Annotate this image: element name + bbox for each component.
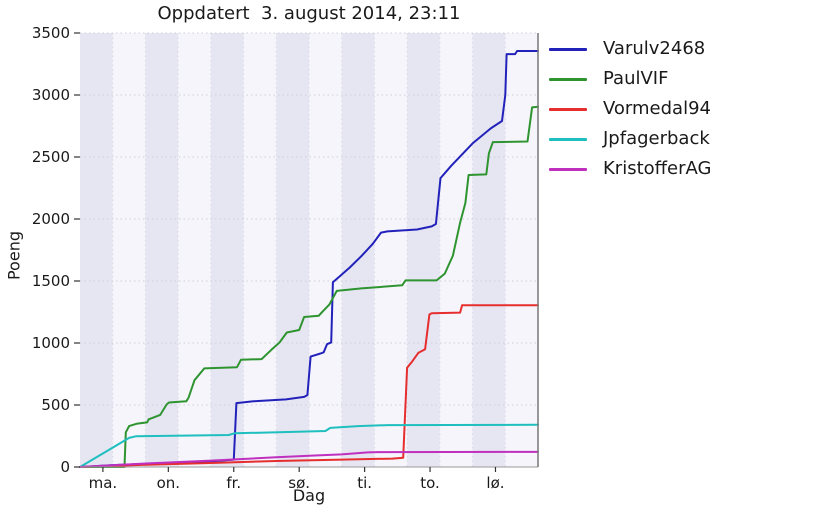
legend: Varulv2468 PaulVIF Vormedal94 Jpfagerbac… — [549, 34, 711, 184]
day-band — [145, 33, 179, 467]
x-tick-label: ma. — [89, 474, 118, 492]
day-band — [505, 33, 538, 467]
day-band — [309, 33, 342, 467]
legend-line-swatch — [549, 77, 587, 81]
day-band — [210, 33, 244, 467]
legend-label: Vormedal94 — [603, 98, 711, 119]
y-tick-label: 1000 — [32, 334, 70, 352]
series-line-PaulVIF — [79, 105, 539, 468]
y-axis-label: Poeng — [4, 231, 24, 281]
legend-line-swatch — [549, 137, 587, 141]
x-tick-label: sø. — [288, 474, 310, 492]
x-tick-label: to. — [420, 474, 440, 492]
legend-label: Varulv2468 — [603, 38, 706, 59]
y-tick-label: 2000 — [32, 210, 70, 228]
legend-entry: Varulv2468 — [549, 34, 711, 64]
x-axis-label: Dag — [292, 486, 326, 505]
day-band — [243, 33, 277, 467]
legend-entry: Jpfagerback — [549, 124, 711, 154]
chart-title: Oppdatert 3. august 2014, 23:11 — [157, 3, 461, 24]
legend-line-swatch — [549, 167, 587, 171]
series-line-Varulv2468 — [79, 50, 539, 468]
legend-label: Jpfagerback — [603, 128, 710, 149]
day-band — [374, 33, 408, 467]
day-band — [112, 33, 146, 467]
series-line-KristofferAG — [79, 450, 539, 468]
y-tick-label: 1500 — [32, 272, 70, 290]
day-band — [178, 33, 211, 467]
legend-line-swatch — [549, 107, 587, 111]
day-band — [80, 33, 113, 467]
day-band — [407, 33, 440, 467]
x-tick-label: lø. — [486, 474, 504, 492]
legend-line-swatch — [549, 47, 587, 51]
series-line-Jpfagerback — [79, 423, 539, 468]
day-band — [341, 33, 375, 467]
legend-label: KristofferAG — [603, 158, 712, 179]
day-band — [276, 33, 309, 467]
y-tick-label: 3500 — [32, 24, 70, 42]
x-tick-label: fr. — [226, 474, 241, 492]
legend-label: PaulVIF — [603, 68, 669, 89]
legend-entry: KristofferAG — [549, 154, 711, 184]
legend-entry: PaulVIF — [549, 64, 711, 94]
x-tick-label: on. — [157, 474, 180, 492]
x-tick-label: ti. — [357, 474, 372, 492]
day-band — [439, 33, 473, 467]
legend-entry: Vormedal94 — [549, 94, 711, 124]
y-tick-label: 3000 — [32, 86, 70, 104]
series-line-Vormedal94 — [79, 304, 539, 468]
y-tick-label: 500 — [41, 396, 70, 414]
y-tick-label: 2500 — [32, 148, 70, 166]
y-tick-label: 0 — [60, 458, 70, 476]
day-band — [472, 33, 506, 467]
